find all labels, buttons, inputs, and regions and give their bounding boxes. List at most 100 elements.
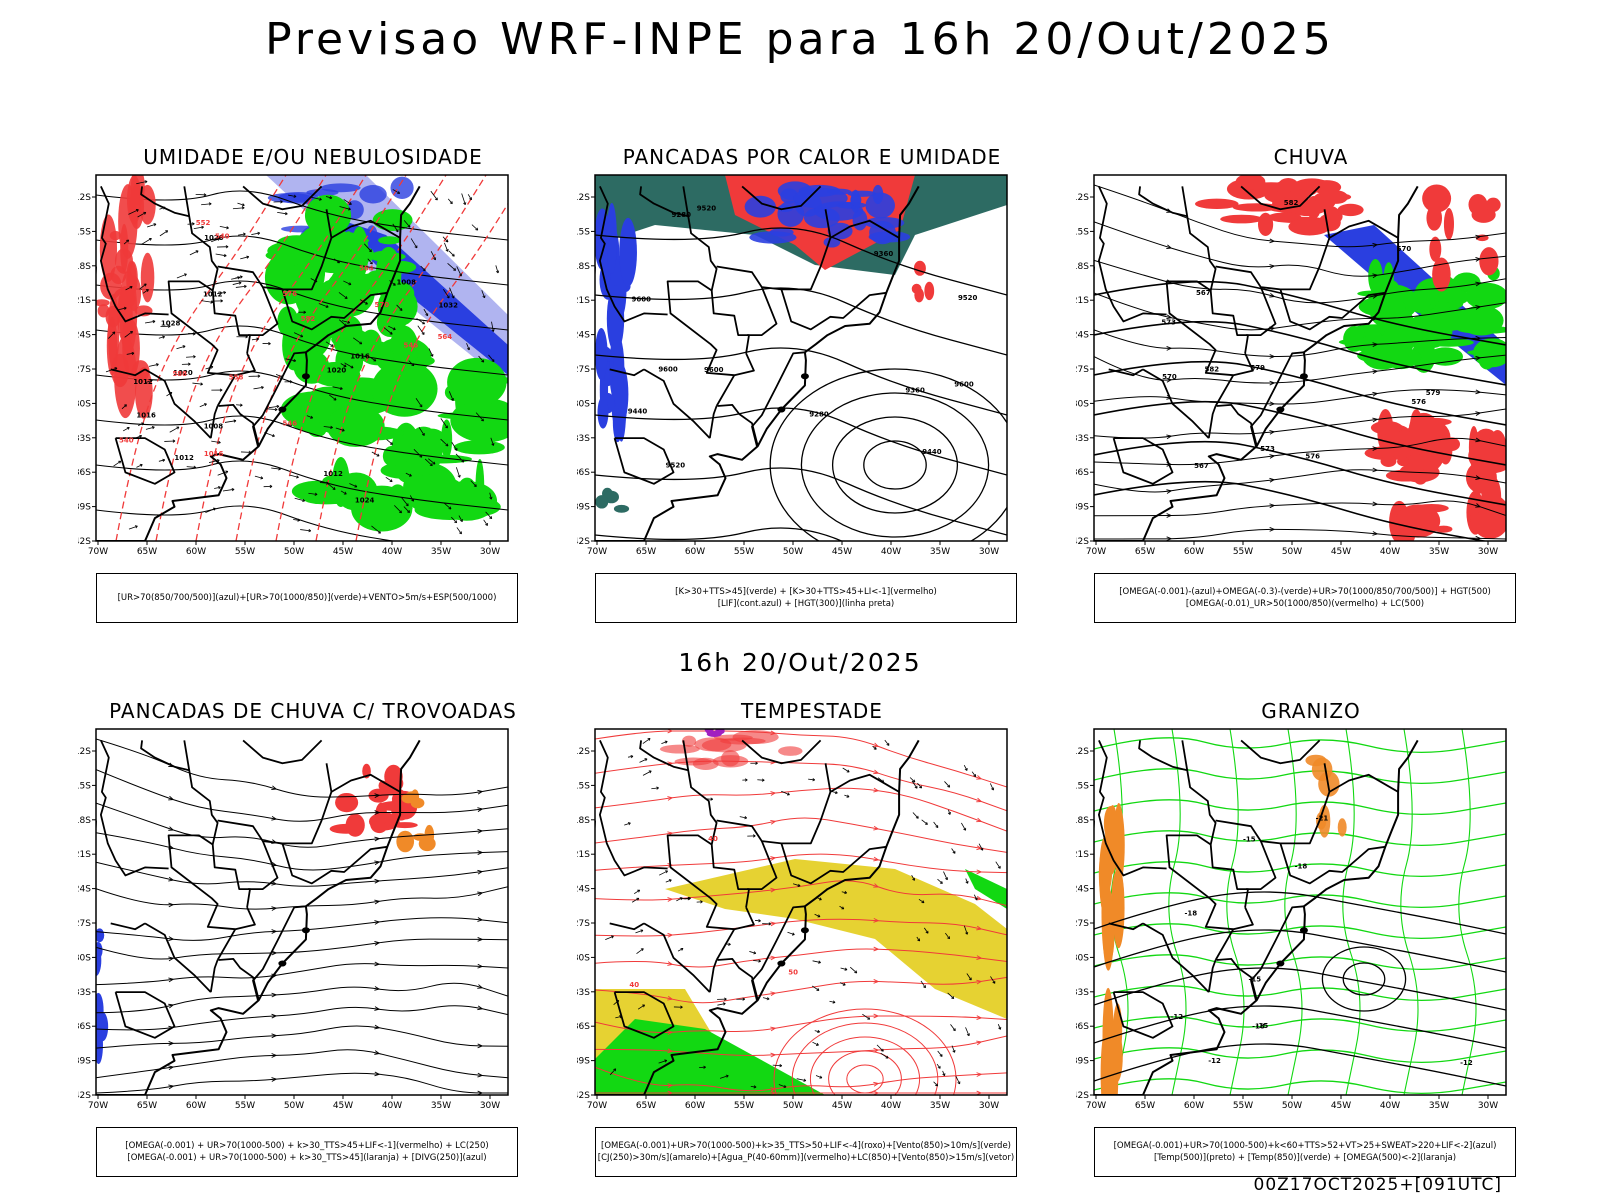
political-border (682, 740, 690, 771)
wind-vector (489, 492, 492, 500)
political-border (209, 959, 219, 993)
political-border (183, 740, 191, 771)
political-border (144, 368, 212, 439)
wind-vector-head (449, 201, 453, 205)
wind-vector (978, 843, 984, 851)
political-border (1112, 437, 1174, 485)
geopotential-height (863, 440, 927, 490)
wind-vector (343, 199, 352, 205)
wind-vector-head (139, 463, 143, 467)
forecast-map: -12-12-15-18-21-18-12-15-15-1812S15S18S2… (1076, 728, 1507, 1111)
wind-vector-head (421, 433, 425, 436)
lake-marker (278, 406, 287, 413)
precipitable-water (681, 735, 697, 747)
wind-vector (288, 194, 297, 198)
wind-vector (942, 1070, 945, 1076)
political-border (1214, 353, 1254, 407)
rain-area-humid (1316, 192, 1352, 202)
omega-500-area (1337, 818, 1347, 837)
map-content: 9600 9600 9600 9600 9520 9520 9440 9360 9280 9440… (595, 175, 1007, 541)
contour-label: 1024 (355, 497, 375, 505)
wind-vector (158, 459, 165, 462)
streamline (96, 917, 508, 941)
orography-noise (114, 248, 133, 274)
wind-vector (394, 505, 402, 514)
wind-vector (148, 363, 159, 367)
wind-vector-head (786, 792, 790, 796)
low-level-humidity (361, 346, 395, 366)
wind-vector (471, 224, 479, 231)
lat-tick-label: 36S (1076, 1022, 1089, 1032)
rain-area-humid (1413, 468, 1428, 485)
temperature-500 (1321, 946, 1407, 1012)
panel-title: UMIDADE E/OU NEBULOSIDADE (143, 145, 483, 169)
streamline (1094, 437, 1506, 466)
isobar (96, 415, 508, 466)
wind-vector-head (481, 418, 484, 422)
lon-tick-label: 30W (979, 1101, 999, 1111)
wind-vector (753, 960, 761, 962)
lon-tick-label: 55W (235, 547, 255, 557)
temperature-850 (1094, 861, 1506, 878)
streamline (595, 760, 1007, 812)
wind-vector-head (310, 415, 314, 419)
wind-vector-head (783, 1084, 787, 1089)
lif-contour-cell (777, 200, 805, 227)
wind-vector (235, 285, 247, 288)
wind-vector-head (627, 822, 631, 826)
wind-vector-head (425, 313, 429, 317)
geography-outlines (1094, 185, 1419, 541)
wind-vector (478, 355, 485, 363)
wind-vector-head (155, 363, 159, 367)
wind-vector-head (330, 425, 333, 429)
orography-noise (119, 270, 138, 356)
lon-tick-label: 45W (832, 547, 852, 557)
geopotential-height (595, 227, 1007, 296)
low-level-humidity (371, 360, 438, 417)
wind-vector (443, 289, 450, 299)
political-border (183, 186, 191, 217)
lif-contour-cell (869, 220, 896, 245)
wind-vector-head (491, 329, 495, 332)
wind-vector-head (314, 492, 318, 496)
wind-vector-head (369, 261, 373, 265)
wind-vector-head (481, 359, 485, 363)
streamline (595, 817, 1007, 853)
streamline (595, 948, 1007, 968)
wind-vector-head (917, 938, 921, 942)
closed-circulation (846, 1064, 884, 1094)
lif-contour-cell (749, 231, 797, 244)
wind-vector-head (755, 761, 758, 765)
lon-tick-label: 70W (1086, 1101, 1106, 1111)
wind-vector (451, 516, 457, 524)
contour-label: -12 (1460, 1059, 1473, 1067)
wind-vector-head (223, 291, 227, 295)
wind-vector-head (758, 919, 761, 923)
wind-vector (349, 483, 358, 488)
wind-vector-head (278, 467, 281, 471)
wind-vector-head (668, 879, 672, 883)
low-level-humidity (385, 260, 417, 274)
lat-tick-label: 12S (1076, 747, 1089, 757)
rain-area-humid (1484, 495, 1499, 536)
wind-vector-head (193, 355, 196, 359)
lif-contour-cell (612, 343, 624, 409)
contour-label: 582 (1205, 365, 1220, 373)
wind-vector-head (130, 330, 133, 334)
wind-vector-head (339, 386, 343, 391)
rain-area-humid (1288, 217, 1331, 236)
wind-vector-head (817, 914, 821, 918)
low-level-humidity (307, 422, 327, 438)
orography-noise (111, 353, 130, 388)
wind-vector-head (819, 1075, 823, 1079)
wind-vector (491, 321, 494, 332)
streamline (595, 853, 1007, 874)
contour-label: 9520 (958, 294, 978, 302)
wind-vector (488, 354, 495, 362)
geopotential-height (595, 407, 1007, 476)
wind-vector (332, 386, 343, 390)
contour-label: 1016 (204, 450, 224, 458)
wind-vector-head (176, 426, 180, 430)
political-border (100, 186, 169, 323)
wind-vector-head (963, 827, 967, 831)
